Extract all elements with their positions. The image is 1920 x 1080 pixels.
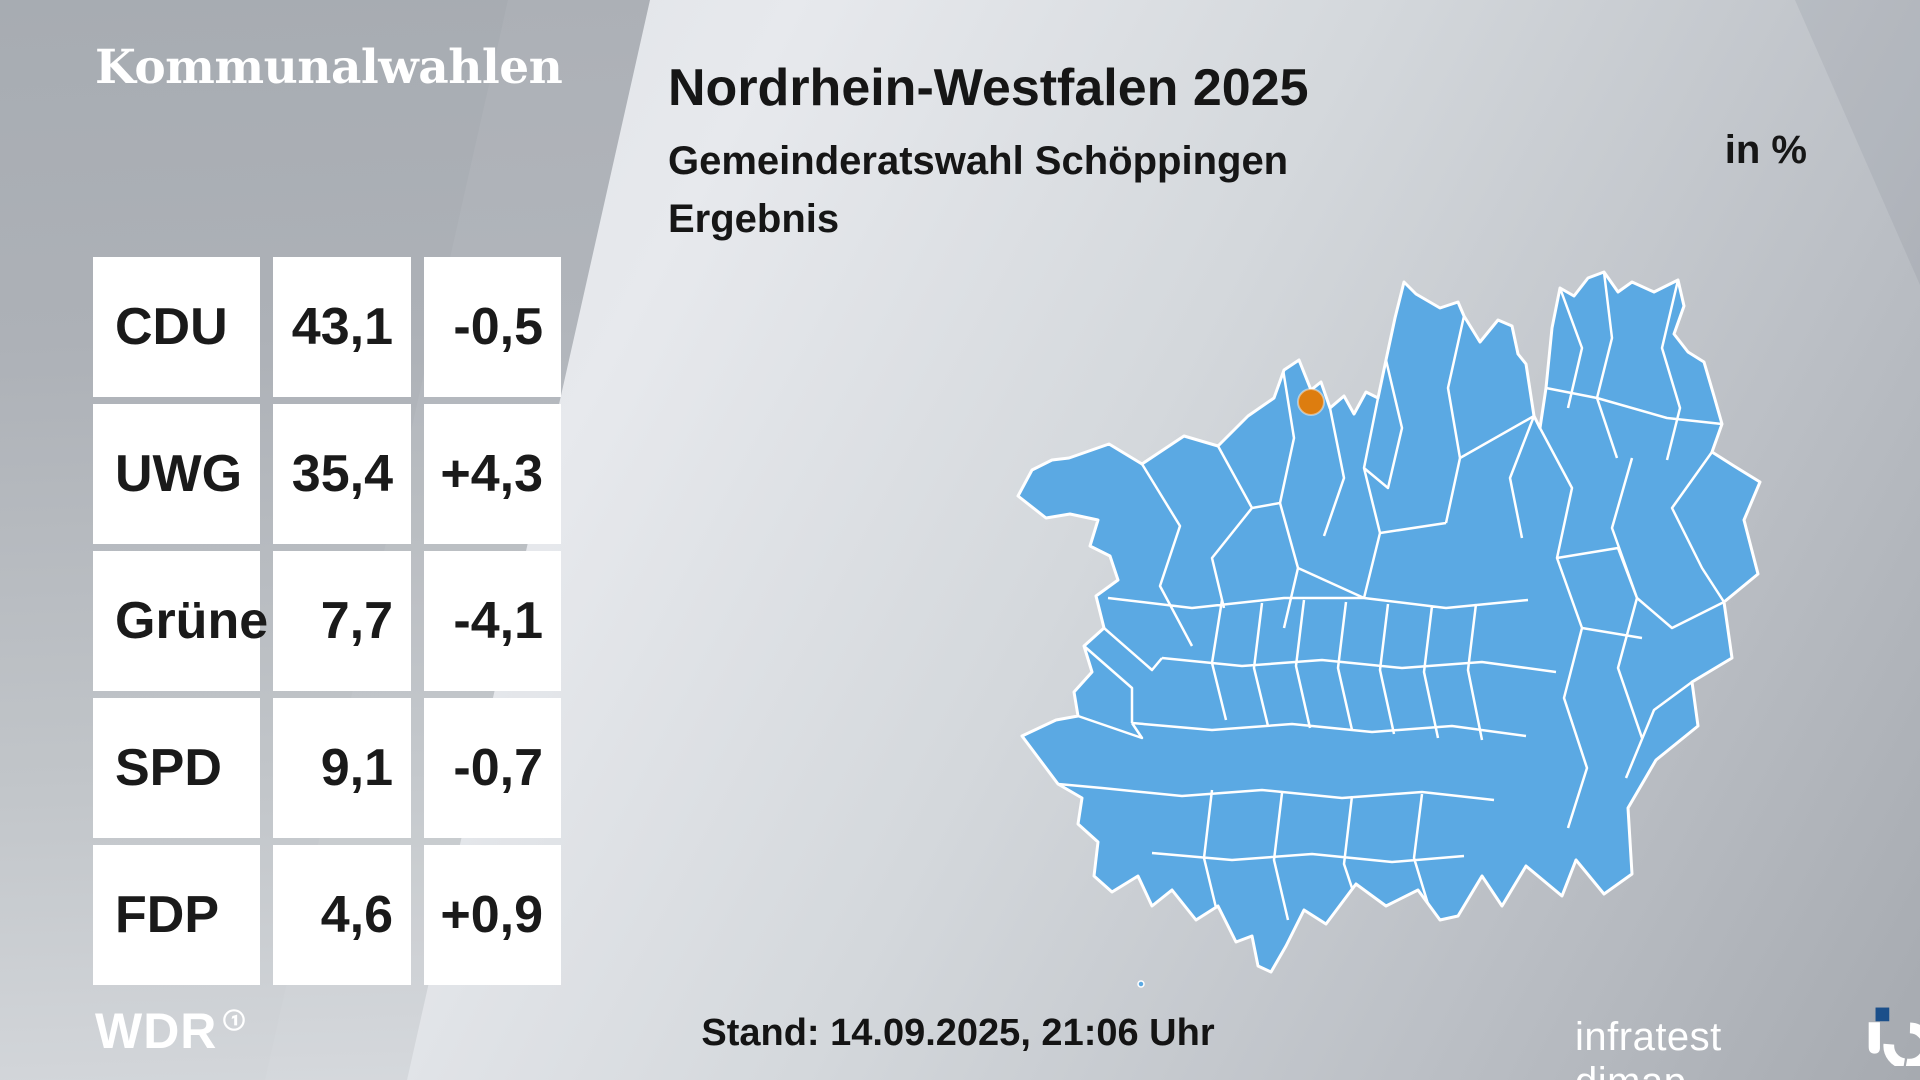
map-islet xyxy=(1137,980,1145,988)
wdr-logo-text: WDR xyxy=(95,1003,218,1059)
ard-one-icon xyxy=(223,1009,246,1031)
party-value: 43,1 xyxy=(273,257,411,397)
infratest-dimap-icon xyxy=(1869,1007,1920,1066)
data-timestamp: Stand: 14.09.2025, 21:06 Uhr xyxy=(701,1012,1215,1054)
party-value: 35,4 xyxy=(273,404,411,544)
party-name: SPD xyxy=(93,698,260,838)
party-change: -4,1 xyxy=(424,551,561,691)
wdr-logo: WDR xyxy=(95,1006,246,1056)
party-value: 9,1 xyxy=(273,698,411,838)
party-change: -0,5 xyxy=(424,257,561,397)
program-title: Kommunalwahlen xyxy=(95,40,563,95)
state-outline xyxy=(1016,270,1762,974)
district-borders xyxy=(1057,272,1726,921)
title-block: Nordrhein-Westfalen 2025 Gemeinderatswah… xyxy=(668,62,1309,239)
page-subtitle: Gemeinderatswahl Schöppingen xyxy=(668,139,1289,183)
party-change: +4,3 xyxy=(424,404,561,544)
unit-label: in % xyxy=(1724,128,1807,172)
party-value: 7,7 xyxy=(273,551,411,691)
nrw-map xyxy=(1012,268,1772,990)
party-name: Grüne xyxy=(93,551,268,691)
location-marker-dot xyxy=(1297,388,1325,416)
party-change: +0,9 xyxy=(424,845,561,985)
nrw-map-svg xyxy=(1016,270,1762,988)
party-change: -0,7 xyxy=(424,698,561,838)
infratest-dimap-logo: infratest dimap xyxy=(1575,1002,1920,1080)
party-name: CDU xyxy=(93,257,260,397)
results-table: CDU 43,1 -0,5 UWG 35,4 +4,3 Grüne 7,7 -4… xyxy=(93,257,561,985)
party-name: FDP xyxy=(93,845,260,985)
result-label: Ergebnis xyxy=(668,197,840,241)
party-name: UWG xyxy=(93,404,260,544)
party-value: 4,6 xyxy=(273,845,411,985)
infratest-dimap-text: infratest dimap xyxy=(1575,1015,1722,1080)
page-title: Nordrhein-Westfalen 2025 xyxy=(668,59,1309,117)
